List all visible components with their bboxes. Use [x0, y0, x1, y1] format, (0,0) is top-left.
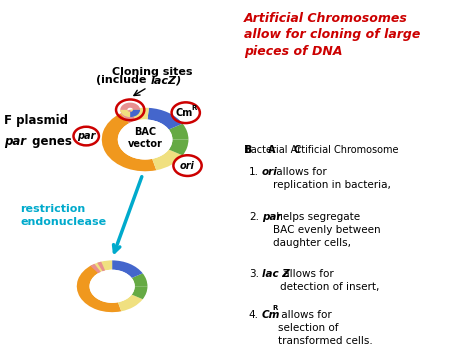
Wedge shape	[130, 110, 140, 117]
Text: Artificial Chromosomes
allow for cloning of large
pieces of DNA: Artificial Chromosomes allow for cloning…	[244, 12, 420, 58]
Circle shape	[118, 120, 173, 159]
Wedge shape	[92, 260, 112, 273]
Text: Cm: Cm	[175, 108, 192, 118]
Text: par: par	[262, 212, 282, 222]
Text: ori: ori	[180, 160, 195, 171]
Text: 2.: 2.	[249, 212, 259, 222]
Text: Bacterial Artificial Chromosome: Bacterial Artificial Chromosome	[244, 145, 399, 155]
Wedge shape	[169, 140, 189, 155]
Wedge shape	[91, 264, 101, 273]
Text: (include: (include	[96, 75, 150, 85]
Wedge shape	[77, 265, 121, 312]
Circle shape	[90, 270, 135, 303]
Text: 3.: 3.	[249, 269, 259, 279]
Text: ori: ori	[262, 167, 278, 177]
Text: lac Z: lac Z	[262, 269, 290, 279]
Wedge shape	[132, 286, 147, 299]
Wedge shape	[132, 273, 147, 286]
Wedge shape	[120, 110, 140, 117]
Wedge shape	[97, 262, 105, 271]
Text: lacZ): lacZ)	[150, 75, 182, 85]
Text: Cloning sites: Cloning sites	[112, 67, 192, 77]
Wedge shape	[120, 110, 136, 123]
Text: F plasmid: F plasmid	[4, 114, 68, 127]
Text: 1.: 1.	[249, 167, 259, 177]
Wedge shape	[152, 149, 182, 170]
Text: par: par	[77, 131, 95, 141]
Text: allows for
detection of insert,: allows for detection of insert,	[280, 269, 379, 292]
Text: R: R	[273, 305, 278, 311]
Text: restriction
endonuclease: restriction endonuclease	[20, 204, 106, 227]
Wedge shape	[147, 108, 182, 130]
Text: A: A	[268, 145, 275, 155]
Text: genes: genes	[28, 135, 72, 148]
Text: allows for
replication in bacteria,: allows for replication in bacteria,	[273, 167, 391, 190]
Wedge shape	[130, 108, 149, 121]
Text: Cm: Cm	[262, 311, 280, 321]
Text: R: R	[191, 105, 197, 111]
Text: helps segregate
BAC evenly between
daughter cells,: helps segregate BAC evenly between daugh…	[273, 212, 380, 248]
Wedge shape	[120, 103, 140, 117]
Wedge shape	[118, 295, 143, 311]
Text: allows for
selection of
transformed cells.: allows for selection of transformed cell…	[277, 311, 372, 346]
Wedge shape	[102, 114, 156, 171]
Text: C: C	[293, 145, 301, 155]
Text: 4.: 4.	[249, 311, 259, 321]
Text: par: par	[4, 135, 26, 148]
Text: B: B	[244, 145, 251, 155]
Wedge shape	[112, 260, 143, 278]
Wedge shape	[169, 124, 189, 140]
Text: BAC
vector: BAC vector	[128, 127, 163, 149]
